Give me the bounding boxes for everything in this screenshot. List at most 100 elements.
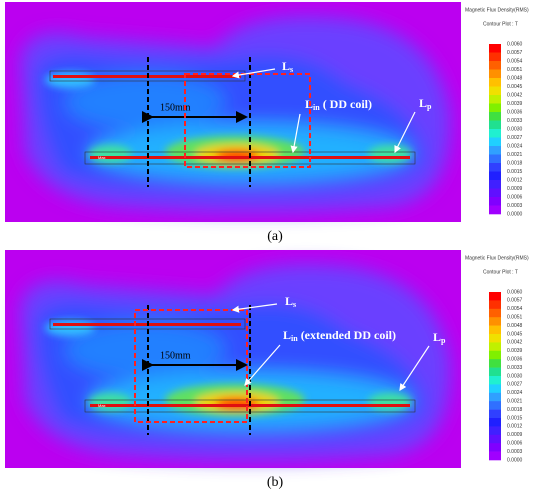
- legend-swatch: [489, 171, 501, 181]
- contour-green: [368, 145, 412, 163]
- annotation-arrow: [244, 344, 281, 386]
- legend-swatch: [489, 292, 501, 301]
- legend-value: 0.0006: [507, 441, 523, 447]
- legend-swatch: [489, 334, 501, 343]
- legend-value: 0.0036: [507, 109, 523, 115]
- annotation-sub: p: [441, 336, 446, 345]
- legend-swatch: [489, 401, 501, 410]
- legend-value: 0.0036: [507, 357, 523, 363]
- legend-value: 0.0057: [507, 50, 523, 56]
- max-label: Max: [98, 403, 106, 408]
- legend-value: 0.0015: [507, 169, 523, 175]
- legend-value: 0.0000: [507, 457, 523, 463]
- inner-coil-box: [184, 73, 311, 168]
- legend-swatch: [489, 52, 501, 62]
- legend-background: [461, 2, 545, 222]
- annotation-rest: (extended DD coil): [298, 328, 396, 342]
- legend-value: 0.0054: [507, 58, 523, 64]
- annotation-main: L: [419, 96, 427, 110]
- legend-swatch: [489, 112, 501, 121]
- legend-value: 0.0033: [507, 365, 523, 371]
- legend-value: 0.0006: [507, 194, 523, 200]
- legend-value: 0.0051: [507, 67, 523, 73]
- annotation: Lp: [433, 330, 446, 345]
- legend-value: 0.0045: [507, 84, 523, 90]
- legend-swatch: [489, 95, 501, 104]
- legend-swatch: [489, 69, 501, 79]
- legend-swatch: [489, 359, 501, 368]
- inner-coil-box: [134, 309, 248, 423]
- legend-swatch: [489, 434, 501, 444]
- annotation: Lp: [419, 96, 432, 111]
- annotation-main: L: [283, 328, 291, 342]
- contour-cyan: [45, 320, 95, 336]
- legend-value: 0.0030: [507, 126, 523, 132]
- legend-subtitle: Contour Plot : T: [483, 21, 518, 27]
- legend-swatch: [489, 300, 501, 310]
- legend-value: 0.0015: [507, 415, 523, 421]
- legend-value: 0.0030: [507, 373, 523, 379]
- max-label: Max: [98, 155, 106, 160]
- legend-swatch: [489, 392, 501, 402]
- contour-green: [88, 393, 132, 411]
- legend-swatch: [489, 129, 501, 138]
- legend-value: 0.0042: [507, 92, 523, 98]
- legend-swatch: [489, 384, 501, 394]
- legend-swatch: [489, 163, 501, 172]
- legend-swatch: [489, 376, 501, 385]
- legend-swatch: [489, 120, 501, 130]
- legend-value: 0.0039: [507, 348, 523, 354]
- annotation: Lin ( DD coil): [305, 97, 372, 112]
- legend-value: 0.0027: [507, 382, 523, 388]
- legend-value: 0.0042: [507, 340, 523, 346]
- legend-swatch: [489, 350, 501, 360]
- legend-title: Magnetic Flux Density(RMS): [465, 255, 529, 261]
- legend-swatch: [489, 342, 501, 352]
- legend-swatch: [489, 451, 501, 461]
- legend-value: 0.0009: [507, 432, 523, 438]
- legend-value: 0.0054: [507, 306, 523, 312]
- annotation-main: L: [282, 59, 290, 73]
- annotation-arrow: [290, 113, 301, 154]
- legend-swatch: [489, 325, 501, 335]
- annotation: Ls: [285, 294, 296, 309]
- legend-value: 0.0012: [507, 177, 523, 183]
- legend-swatch: [489, 443, 501, 452]
- annotation-main: L: [285, 294, 293, 308]
- annotation-arrow: [231, 303, 278, 313]
- legend-swatch: [489, 180, 501, 189]
- annotation-sub: p: [427, 102, 432, 111]
- legend-value: 0.0027: [507, 135, 523, 141]
- legend-value: 0.0060: [507, 289, 523, 295]
- legend-value: 0.0048: [507, 75, 523, 81]
- legend-swatch: [489, 137, 501, 147]
- annotation: Lin (extended DD coil): [283, 328, 396, 343]
- legend-value: 0.0039: [507, 101, 523, 107]
- legend-swatch: [489, 188, 501, 198]
- contour: [20, 16, 451, 212]
- annotation-arrow: [399, 345, 430, 392]
- legend-value: 0.0048: [507, 323, 523, 329]
- legend-swatch: [489, 86, 501, 96]
- legend-value: 0.0045: [507, 331, 523, 337]
- legend-value: 0.0009: [507, 186, 523, 192]
- annotation-sub: in: [313, 103, 320, 112]
- legend-background: [461, 250, 545, 468]
- legend-swatch: [489, 426, 501, 436]
- legend-swatch: [489, 367, 501, 377]
- legend-value: 0.0012: [507, 424, 523, 430]
- legend-value: 0.0003: [507, 449, 523, 455]
- legend-swatch: [489, 308, 501, 318]
- legend-swatch: [489, 61, 501, 70]
- annotation-arrow: [394, 111, 416, 154]
- legend-value: 0.0000: [507, 211, 523, 217]
- dimension-label: 150mm: [160, 350, 191, 361]
- legend-swatch: [489, 146, 501, 155]
- contour-green: [368, 393, 412, 411]
- legend-swatch: [489, 409, 501, 419]
- legend-title: Magnetic Flux Density(RMS): [465, 7, 529, 13]
- legend-value: 0.0018: [507, 160, 523, 166]
- annotation-main: L: [433, 330, 441, 344]
